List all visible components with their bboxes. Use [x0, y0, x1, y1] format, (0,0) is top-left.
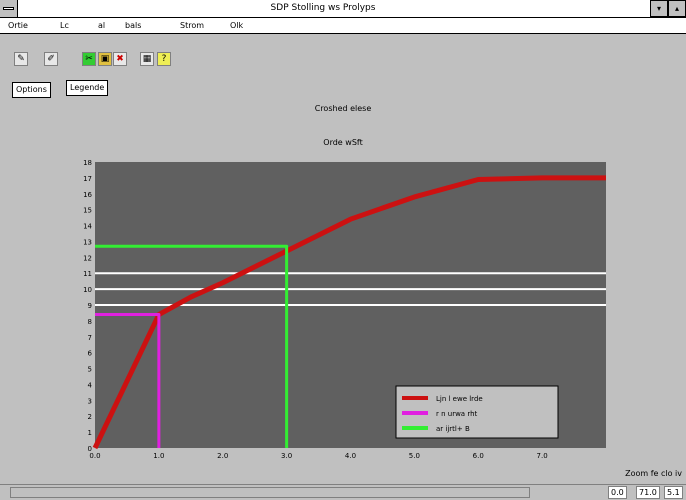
system-menu-icon[interactable]	[0, 0, 18, 17]
legend-label-3: ar ijrtl+ B	[436, 425, 470, 433]
y-tick-label: 10	[83, 286, 92, 294]
series-line-1	[92, 175, 606, 450]
maximize-button[interactable]: ▴	[668, 0, 686, 17]
delete-icon[interactable]: ✖	[113, 52, 127, 66]
y-tick-label: 7	[88, 334, 92, 342]
zoom-label: Zoom fe clo iv	[625, 469, 682, 478]
y-tick-label: 16	[83, 191, 92, 199]
legend-label-2: r n urwa rht	[436, 410, 478, 418]
x-tick-label: 7.0	[537, 452, 548, 460]
series-line-3	[95, 244, 289, 448]
y-tick-label: 14	[83, 223, 92, 231]
x-tick-label: 3.0	[281, 452, 292, 460]
y-tick-label: 13	[83, 238, 92, 246]
x-tick-label: 0.0	[89, 452, 100, 460]
plot-title: Croshed elese	[314, 104, 372, 113]
y-tick-label: 12	[83, 254, 92, 262]
y-tick-label: 0	[88, 445, 92, 453]
menu-item-olk[interactable]: Olk	[230, 21, 244, 30]
series-line-2	[95, 313, 161, 448]
x-tick-label: 5.0	[409, 452, 420, 460]
window-title: SDP Stolling ws Prolyps	[270, 3, 376, 13]
x-tick-label: 4.0	[345, 452, 356, 460]
toolbar: ✎ ✐ ✂ ▣ ✖ ▦ ?	[0, 34, 686, 80]
menu-bar: Ortie Lc al bals Strom Olk	[0, 18, 686, 34]
y-tick-label: 6	[88, 350, 93, 358]
status-cell-2: 71.0	[636, 486, 660, 499]
y-tick-label: 5	[88, 366, 92, 374]
plot-subtitle: Orde wSft	[323, 138, 363, 147]
status-cell-1: 0.0	[608, 486, 627, 499]
legend-button[interactable]: Legende	[66, 80, 109, 96]
menu-item-lc[interactable]: Lc	[60, 21, 69, 30]
menu-item-ortie[interactable]: Ortie	[8, 21, 28, 30]
x-tick-label: 1.0	[153, 452, 164, 460]
y-tick-label: 4	[88, 381, 93, 389]
menu-item-strom[interactable]: Strom	[180, 21, 205, 30]
y-tick-label: 2	[88, 413, 92, 421]
menu-item-bals[interactable]: bals	[125, 21, 142, 30]
y-tick-label: 18	[83, 159, 92, 167]
x-tick-label: 2.0	[217, 452, 228, 460]
y-tick-label: 1	[88, 429, 92, 437]
edit-icon[interactable]: ✐	[44, 52, 58, 66]
title-bar: SDP Stolling ws Prolyps ▾ ▴	[0, 0, 686, 18]
minimize-button[interactable]: ▾	[650, 0, 668, 17]
status-bar: 0.0 71.0 5.1	[0, 484, 686, 500]
y-tick-label: 17	[83, 175, 92, 183]
x-tick-label: 6.0	[473, 452, 484, 460]
status-cell-3: 5.1	[664, 486, 683, 499]
options-button[interactable]: Options	[12, 82, 51, 98]
legend-label-1: Ljn l ewe lrde	[436, 395, 483, 403]
help-icon[interactable]: ?	[157, 52, 171, 66]
menu-item-al[interactable]: al	[98, 21, 106, 30]
y-tick-label: 3	[88, 397, 92, 405]
cut-icon[interactable]: ✂	[82, 52, 96, 66]
paste-icon[interactable]: ▣	[98, 52, 112, 66]
grid-icon[interactable]: ▦	[140, 52, 154, 66]
y-tick-label: 8	[88, 318, 92, 326]
pencil-icon[interactable]: ✎	[14, 52, 28, 66]
y-tick-label: 11	[83, 270, 92, 278]
y-tick-label: 9	[88, 302, 92, 310]
status-progress	[10, 487, 530, 498]
y-tick-label: 15	[83, 207, 92, 215]
